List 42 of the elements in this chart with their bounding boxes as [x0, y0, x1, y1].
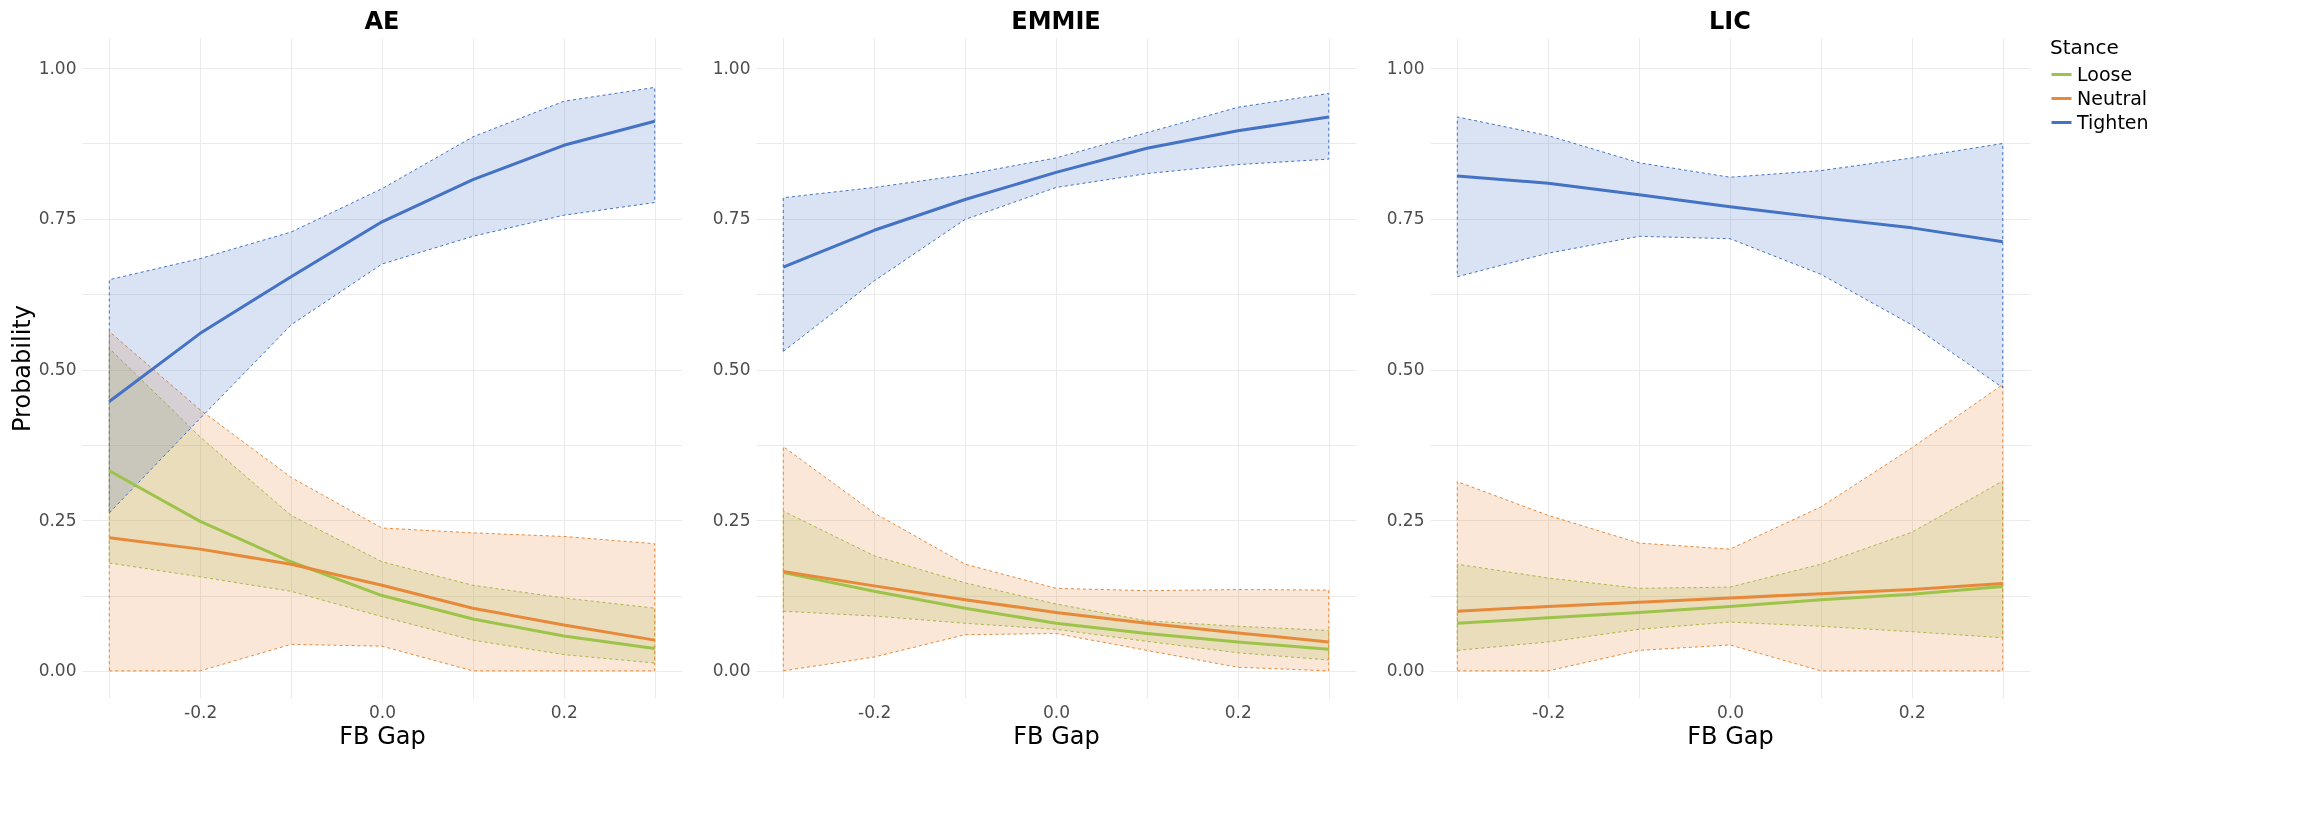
legend-label: Tighten: [2076, 110, 2149, 133]
x-tick-label: 0.2: [1224, 701, 1252, 722]
legend-label: Neutral: [2077, 86, 2148, 109]
line-series: [781, 115, 1331, 269]
y-tick-label: 0.75: [38, 208, 77, 229]
y-tick-label: 0.50: [1386, 359, 1425, 380]
x-tick-label: 0.2: [550, 701, 578, 722]
y-tick-label: 1.00: [1386, 57, 1425, 78]
x-tick-label: -0.2: [1532, 701, 1566, 722]
y-tick-label: 0.00: [1386, 660, 1425, 681]
y-axis-title: Probability: [7, 305, 36, 432]
x-axis-title: FB Gap: [1687, 721, 1774, 750]
y-tick-label: 0.00: [712, 660, 751, 681]
line-series: [1455, 584, 2005, 625]
x-tick-label: 0.0: [368, 701, 397, 722]
chart-title: LIC: [1709, 7, 1751, 35]
y-tick-label: 0.25: [712, 509, 751, 530]
y-tick-label: 1.00: [38, 57, 77, 78]
x-tick-label: 0.0: [1042, 701, 1071, 722]
y-tick-label: 0.75: [712, 208, 751, 229]
x-tick-label: 0.2: [1898, 701, 1926, 722]
x-tick-label: -0.2: [858, 701, 892, 722]
x-tick-label: -0.2: [184, 701, 218, 722]
line-series: [107, 469, 657, 651]
x-axis-title: FB Gap: [339, 721, 426, 750]
legend-title: Stance: [2050, 35, 2119, 59]
y-tick-label: 0.25: [38, 509, 77, 530]
y-tick-label: 0.00: [38, 660, 77, 681]
x-axis-title: FB Gap: [1013, 721, 1100, 750]
x-tick-label: 0.0: [1716, 701, 1745, 722]
chart-title: AE: [364, 7, 400, 35]
y-tick-label: 0.75: [1386, 208, 1425, 229]
line-series: [107, 536, 657, 642]
line-series: [1455, 581, 2005, 613]
legend-label: Loose: [2077, 62, 2133, 85]
line-series: [107, 119, 657, 403]
chart-title: EMMIE: [1011, 7, 1101, 35]
y-tick-label: 0.25: [1386, 509, 1425, 530]
line-series: [1455, 174, 2005, 244]
y-tick-label: 0.50: [712, 359, 751, 380]
y-tick-label: 0.50: [38, 359, 77, 380]
y-tick-label: 1.00: [712, 57, 751, 78]
